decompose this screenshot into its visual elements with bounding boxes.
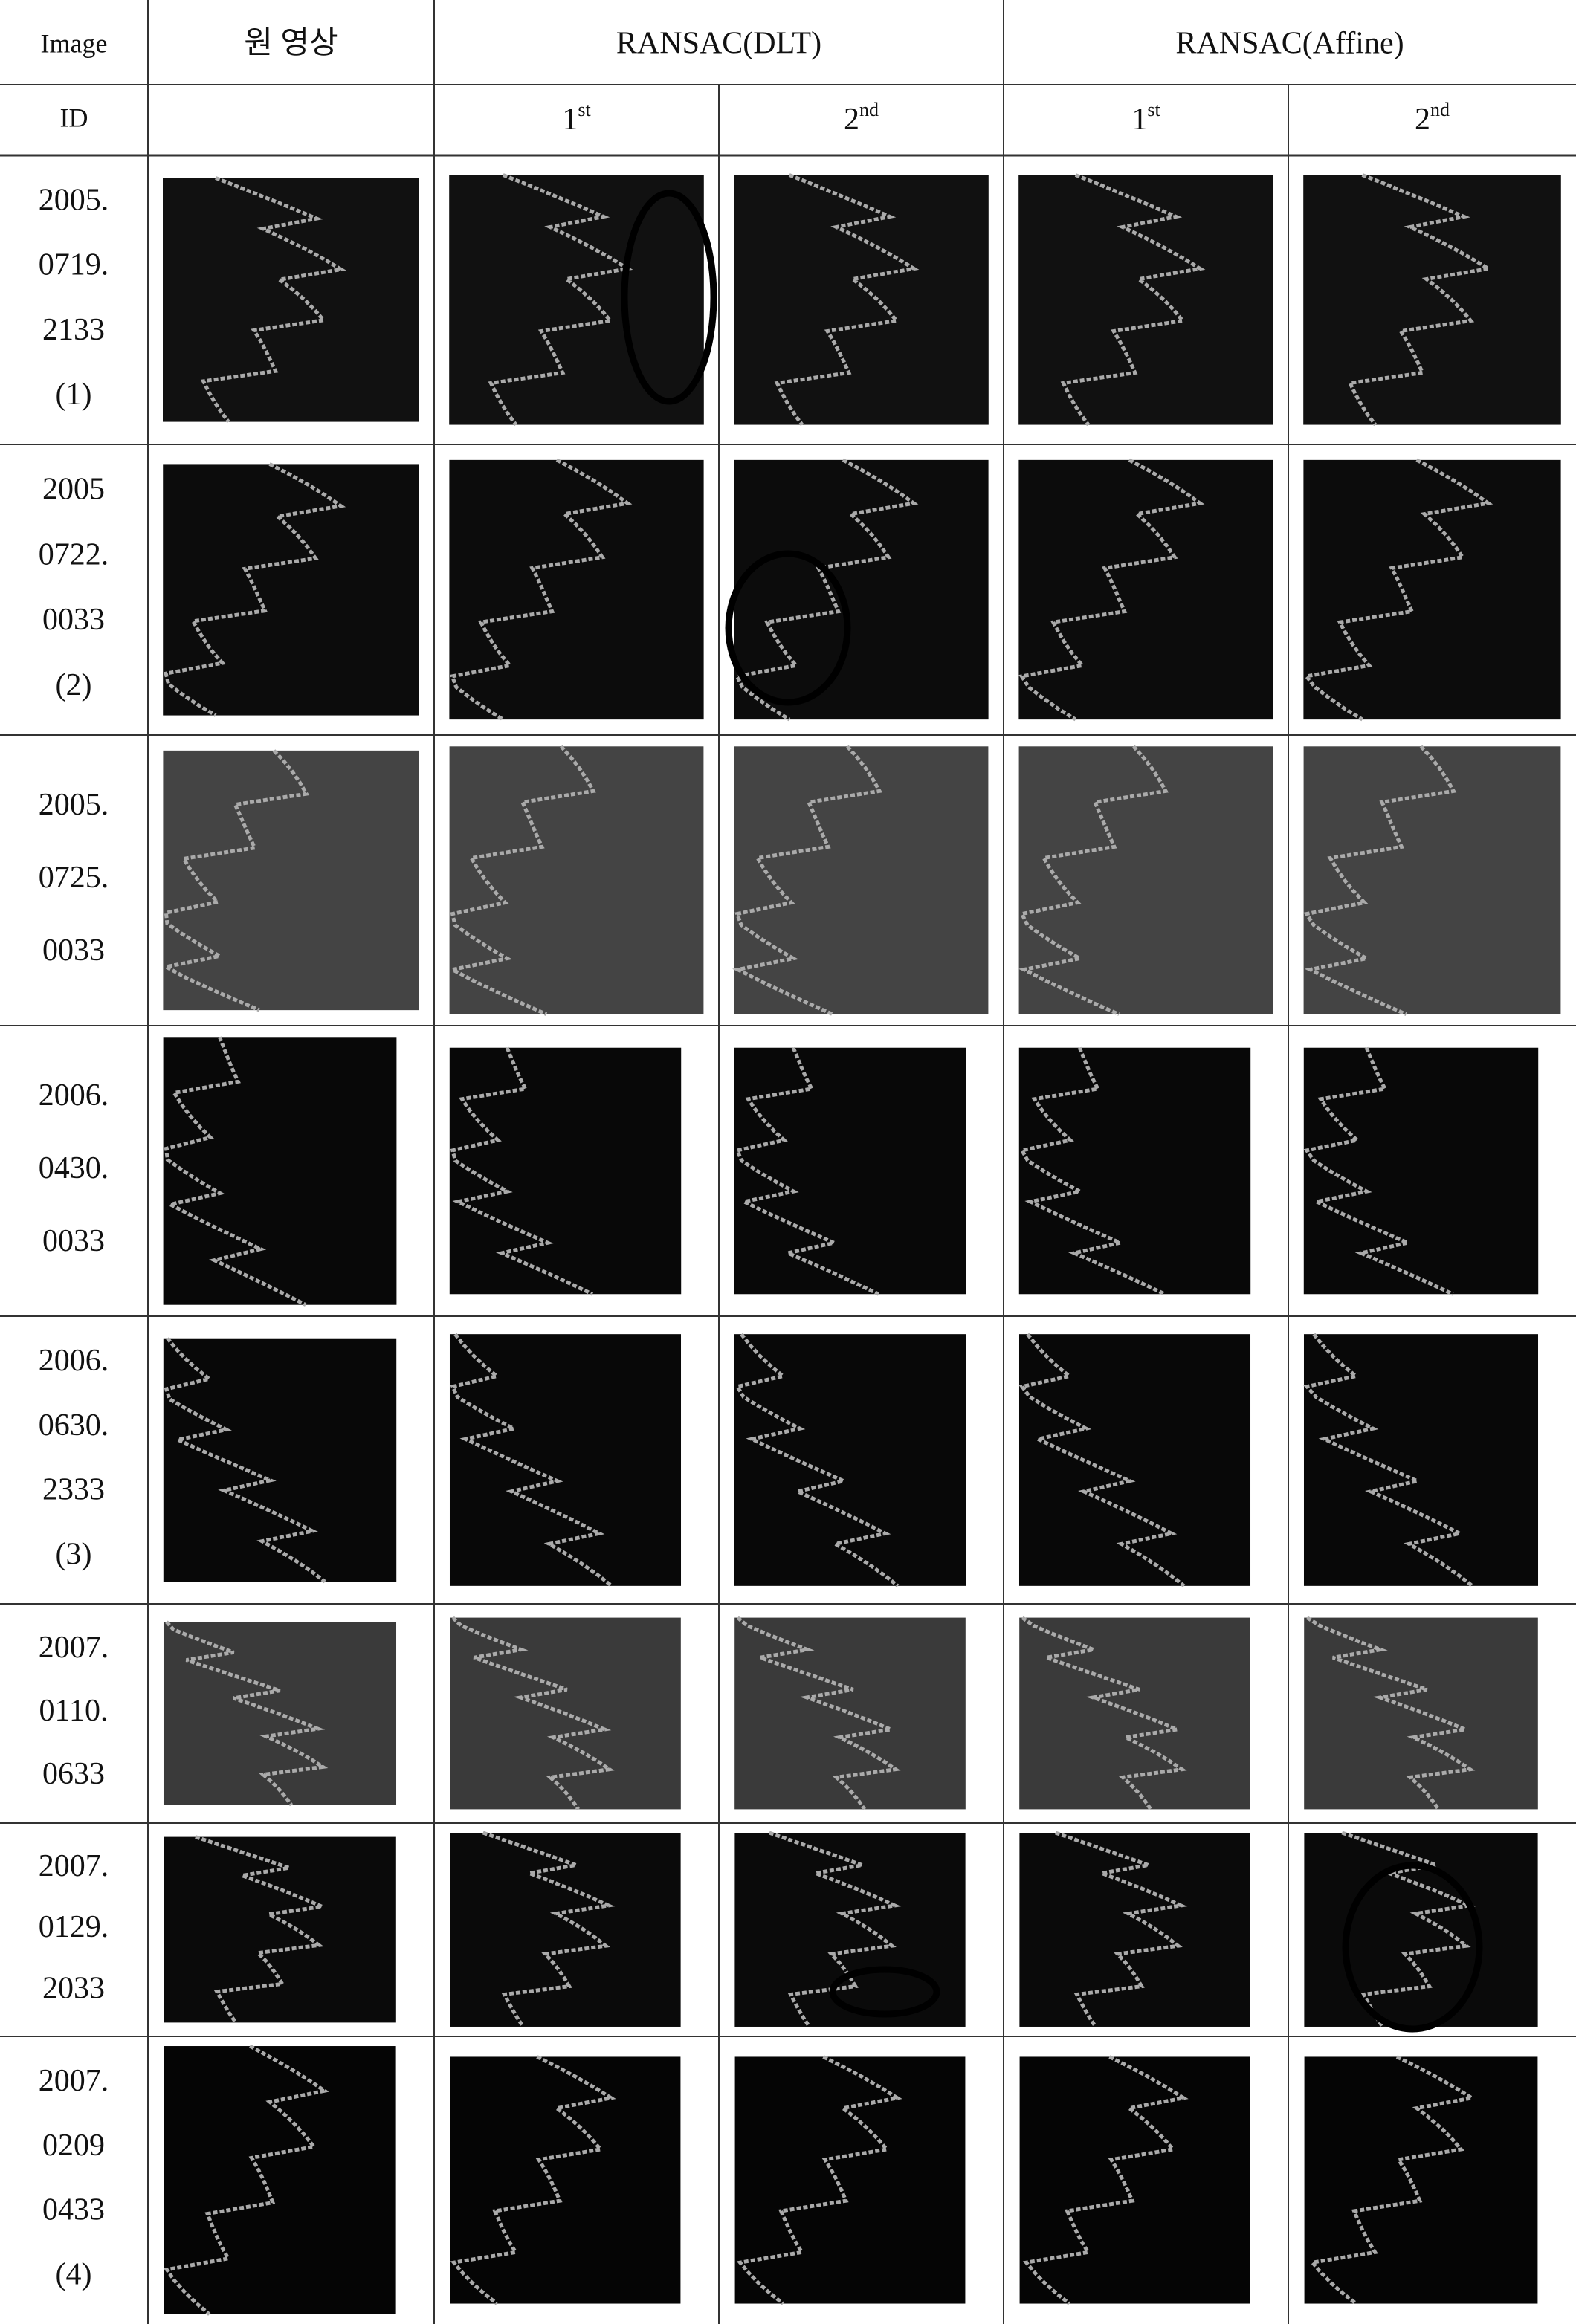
image-thumbnail bbox=[164, 1339, 396, 1582]
image-thumbnail bbox=[1304, 1334, 1538, 1586]
header-cell: 2nd bbox=[844, 99, 879, 137]
image-thumbnail bbox=[163, 751, 419, 1010]
image-thumbnail bbox=[734, 1334, 966, 1586]
image-id: (2) bbox=[56, 668, 92, 702]
image-thumbnail bbox=[164, 1037, 397, 1304]
image-id: 0110. bbox=[39, 1694, 109, 1728]
header-cell: RANSAC(Affine) bbox=[1175, 27, 1404, 61]
image-thumbnail bbox=[449, 460, 703, 719]
image-thumbnail bbox=[164, 2046, 395, 2314]
image-thumbnail bbox=[734, 460, 988, 719]
ordinal-suffix: nd bbox=[859, 99, 879, 120]
image-id: 2133 bbox=[42, 313, 105, 347]
image-thumbnail bbox=[1019, 746, 1273, 1014]
image-thumbnail bbox=[1305, 2056, 1538, 2303]
image-thumbnail bbox=[1018, 460, 1273, 719]
image-thumbnail bbox=[1303, 460, 1560, 719]
image-thumbnail bbox=[735, 2056, 966, 2303]
header-cell: 1st bbox=[1131, 99, 1160, 137]
image-thumbnail bbox=[450, 1334, 681, 1586]
image-id: 0433 bbox=[42, 2193, 105, 2227]
image-id: 0630. bbox=[39, 1408, 109, 1443]
image-id: 0725. bbox=[39, 861, 109, 895]
header-cell: 2nd bbox=[1415, 99, 1450, 137]
image-thumbnail bbox=[734, 1833, 965, 2027]
ordinal-suffix: st bbox=[1147, 99, 1160, 120]
image-thumbnail bbox=[734, 1048, 966, 1295]
image-id: (1) bbox=[56, 378, 92, 412]
image-id: 0033 bbox=[42, 933, 105, 968]
image-thumbnail bbox=[1304, 1618, 1538, 1810]
image-thumbnail bbox=[449, 175, 704, 424]
ordinal-number: 1 bbox=[1131, 103, 1147, 137]
ordinal-number: 2 bbox=[844, 103, 859, 137]
header-cell: ID bbox=[60, 103, 88, 132]
image-id: 2007. bbox=[39, 1631, 109, 1665]
image-thumbnail bbox=[450, 1048, 681, 1295]
image-id: (4) bbox=[56, 2257, 92, 2291]
image-id: 2033 bbox=[42, 1971, 105, 2005]
image-thumbnail bbox=[163, 464, 419, 715]
image-id: 2007. bbox=[39, 1849, 109, 1883]
ordinal-suffix: nd bbox=[1430, 99, 1450, 120]
ordinal-number: 2 bbox=[1415, 103, 1430, 137]
image-thumbnail bbox=[1020, 2056, 1250, 2303]
image-thumbnail bbox=[734, 175, 989, 424]
image-id: 0633 bbox=[42, 1757, 105, 1791]
header-cell: Image bbox=[41, 28, 108, 58]
ordinal-number: 1 bbox=[562, 103, 578, 137]
image-id: 0209 bbox=[42, 2129, 105, 2163]
image-thumbnail bbox=[1304, 1833, 1537, 2027]
header-cell: 원 영상 bbox=[244, 27, 338, 61]
image-thumbnail bbox=[163, 178, 419, 421]
image-thumbnail bbox=[1019, 1334, 1250, 1586]
image-id: 2333 bbox=[42, 1473, 105, 1507]
image-id: 2007. bbox=[39, 2064, 109, 2098]
image-thumbnail bbox=[450, 2056, 681, 2303]
header-cell: RANSAC(DLT) bbox=[616, 27, 821, 61]
image-id: 0129. bbox=[39, 1910, 109, 1944]
image-thumbnail bbox=[1019, 1048, 1250, 1295]
image-id: 2005. bbox=[39, 183, 109, 217]
image-thumbnail bbox=[1303, 175, 1561, 424]
image-id: 2005 bbox=[42, 473, 105, 507]
image-id: 2005. bbox=[39, 788, 109, 822]
image-thumbnail bbox=[734, 746, 989, 1014]
image-id: 2006. bbox=[39, 1078, 109, 1113]
results-table: Image원 영상RANSAC(DLT)RANSAC(Affine)ID1st2… bbox=[0, 0, 1576, 2324]
image-id: 0719. bbox=[39, 248, 109, 282]
image-thumbnail bbox=[1304, 746, 1561, 1014]
image-id: 0430. bbox=[39, 1151, 109, 1185]
image-id: 0033 bbox=[42, 603, 105, 637]
image-id: 2006. bbox=[39, 1344, 109, 1378]
ordinal-suffix: st bbox=[578, 99, 591, 120]
header-cell: 1st bbox=[562, 99, 591, 137]
image-thumbnail bbox=[1018, 175, 1273, 424]
image-id: 0033 bbox=[42, 1224, 105, 1258]
image-id: 0722. bbox=[39, 537, 109, 572]
image-id: (3) bbox=[56, 1537, 92, 1571]
image-thumbnail bbox=[1304, 1048, 1538, 1295]
